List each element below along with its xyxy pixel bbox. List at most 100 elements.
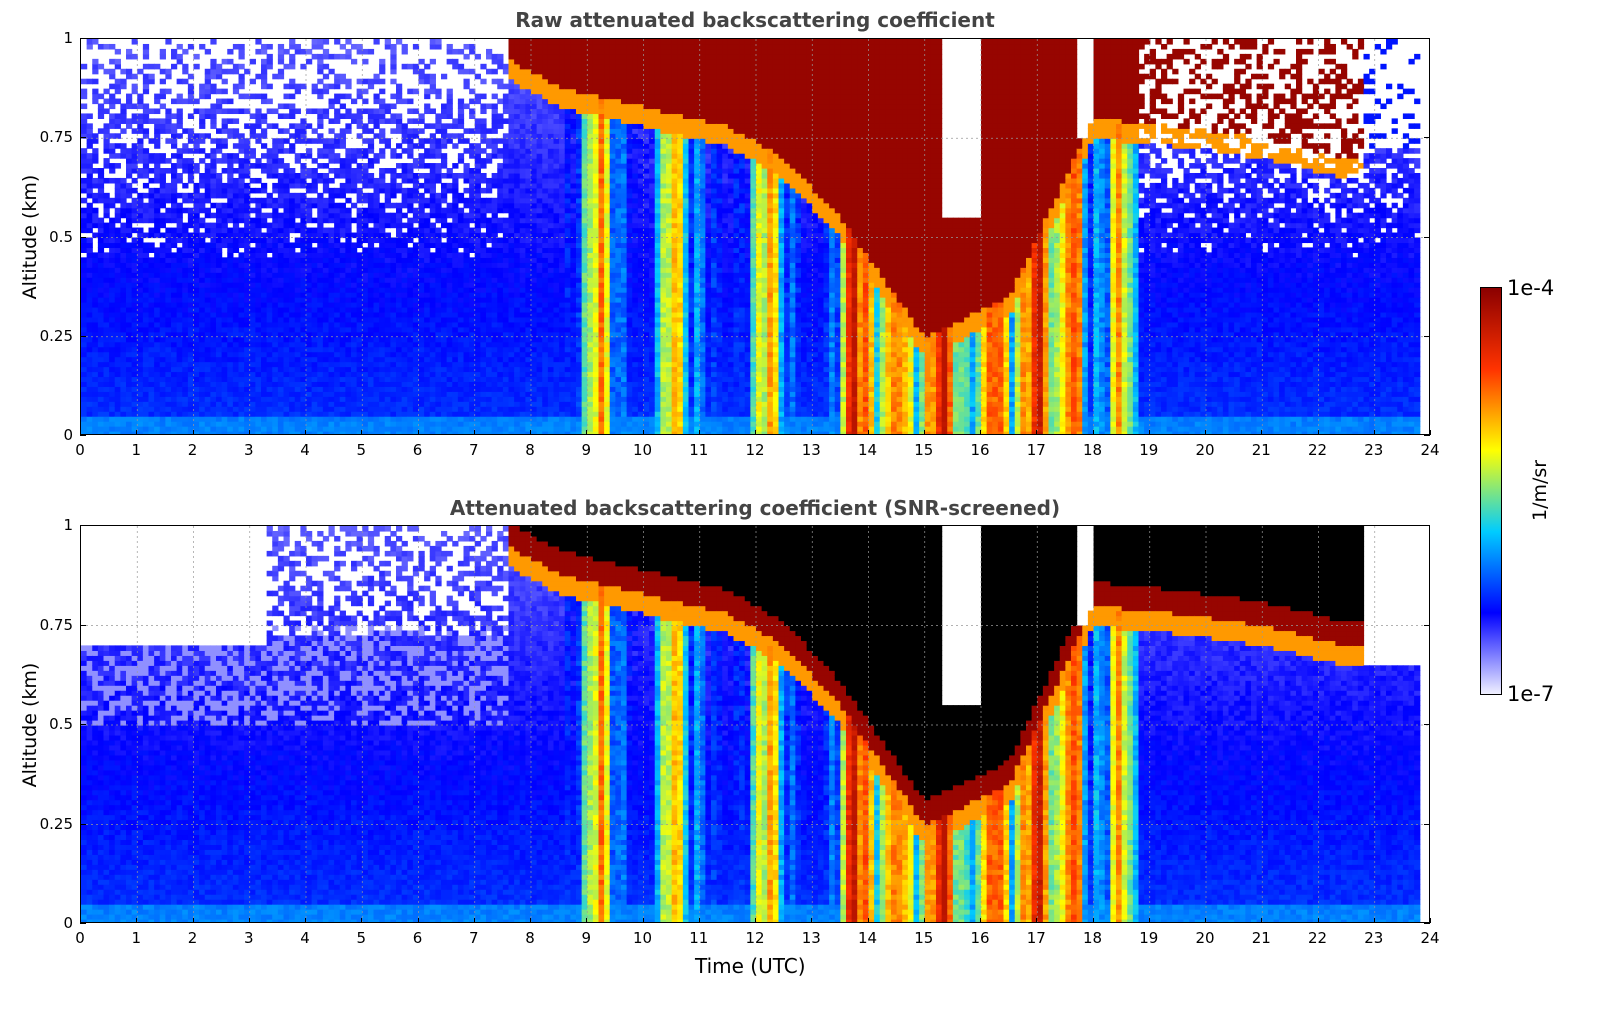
heatmap-cell (402, 203, 408, 209)
heatmap-cell (447, 99, 453, 105)
heatmap-cell (98, 267, 104, 273)
heatmap-cell (441, 74, 447, 80)
heatmap-cell (199, 242, 205, 248)
heatmap-cell (351, 272, 357, 278)
heatmap-cell (345, 287, 351, 293)
heatmap-cell (261, 292, 267, 298)
heatmap-cell (407, 99, 413, 105)
heatmap-cell (379, 242, 385, 248)
heatmap-cell (109, 357, 115, 363)
heatmap-cell (233, 282, 239, 288)
heatmap-cell (323, 148, 329, 154)
heatmap-cell (109, 178, 115, 184)
heatmap-cell (104, 262, 110, 268)
heatmap-cell (120, 178, 126, 184)
heatmap-cell (109, 421, 115, 427)
heatmap-cell (284, 84, 290, 90)
heatmap-cell (278, 49, 284, 55)
heatmap-cell (503, 371, 509, 377)
heatmap-cell (272, 396, 278, 402)
heatmap-cell (396, 322, 402, 328)
heatmap-cell (329, 247, 335, 253)
heatmap-cell (98, 322, 104, 328)
heatmap-cell (87, 347, 93, 353)
heatmap-cell (520, 252, 526, 258)
heatmap-cell (396, 376, 402, 382)
heatmap-cell (92, 178, 98, 184)
heatmap-cell (435, 173, 441, 179)
heatmap-cell (143, 371, 149, 377)
heatmap-cell (289, 401, 295, 407)
heatmap-cell (205, 168, 211, 174)
heatmap-cell (385, 104, 391, 110)
heatmap-cell (227, 247, 233, 253)
heatmap-cell (154, 178, 160, 184)
heatmap-cell (520, 396, 526, 402)
heatmap-cell (486, 292, 492, 298)
heatmap-cell (120, 203, 126, 209)
heatmap-cell (486, 302, 492, 308)
heatmap-cell (295, 371, 301, 377)
heatmap-cell (222, 376, 228, 382)
heatmap-cell (396, 123, 402, 129)
heatmap-cell (87, 208, 93, 214)
heatmap-cell (272, 431, 278, 435)
heatmap-cell (120, 247, 126, 253)
heatmap-cell (317, 347, 323, 353)
heatmap-cell (385, 297, 391, 303)
heatmap-cell (334, 143, 340, 149)
heatmap-cell (374, 312, 380, 318)
heatmap-cell (480, 426, 486, 432)
heatmap-cell (475, 223, 481, 229)
heatmap-cell (424, 381, 430, 387)
heatmap-cell (480, 282, 486, 288)
heatmap-cell (81, 282, 87, 288)
heatmap-cell (458, 287, 464, 293)
heatmap-cell (182, 193, 188, 199)
heatmap-cell (379, 282, 385, 288)
heatmap-cell (407, 193, 413, 199)
heatmap-cell (216, 406, 222, 412)
heatmap-cell (419, 153, 425, 159)
heatmap-cell (284, 188, 290, 194)
heatmap-cell (374, 223, 380, 229)
heatmap-cell (194, 381, 200, 387)
heatmap-cell (171, 64, 177, 70)
heatmap-cell (171, 327, 177, 333)
heatmap-cell (284, 138, 290, 144)
heatmap-cell (222, 193, 228, 199)
heatmap-cell (222, 168, 228, 174)
heatmap-cell (464, 277, 470, 283)
heatmap-cell (430, 108, 436, 114)
heatmap-cell (284, 376, 290, 382)
heatmap-cell (154, 218, 160, 224)
heatmap-cell (368, 173, 374, 179)
heatmap-cell (503, 386, 509, 392)
heatmap-cell (345, 357, 351, 363)
heatmap-cell (492, 208, 498, 214)
heatmap-cell (396, 367, 402, 373)
heatmap-cell (520, 357, 526, 363)
heatmap-cell (458, 401, 464, 407)
heatmap-cell (340, 143, 346, 149)
heatmap-cell (419, 183, 425, 189)
heatmap-cell (480, 391, 486, 397)
heatmap-cell (227, 411, 233, 417)
heatmap-cell (104, 347, 110, 353)
heatmap-cell (345, 228, 351, 234)
heatmap-cell (295, 89, 301, 95)
heatmap-cell (419, 128, 425, 134)
heatmap-cell (261, 426, 267, 432)
heatmap-cell (250, 163, 256, 169)
heatmap-cell (452, 352, 458, 358)
heatmap-cell (216, 347, 222, 353)
heatmap-cell (295, 391, 301, 397)
heatmap-cell (345, 421, 351, 427)
heatmap-cell (509, 416, 515, 422)
heatmap-cell (486, 158, 492, 164)
heatmap-cell (441, 292, 447, 298)
heatmap-cell (295, 381, 301, 387)
heatmap-cell (452, 287, 458, 293)
heatmap-cell (284, 168, 290, 174)
heatmap-cell (98, 178, 104, 184)
